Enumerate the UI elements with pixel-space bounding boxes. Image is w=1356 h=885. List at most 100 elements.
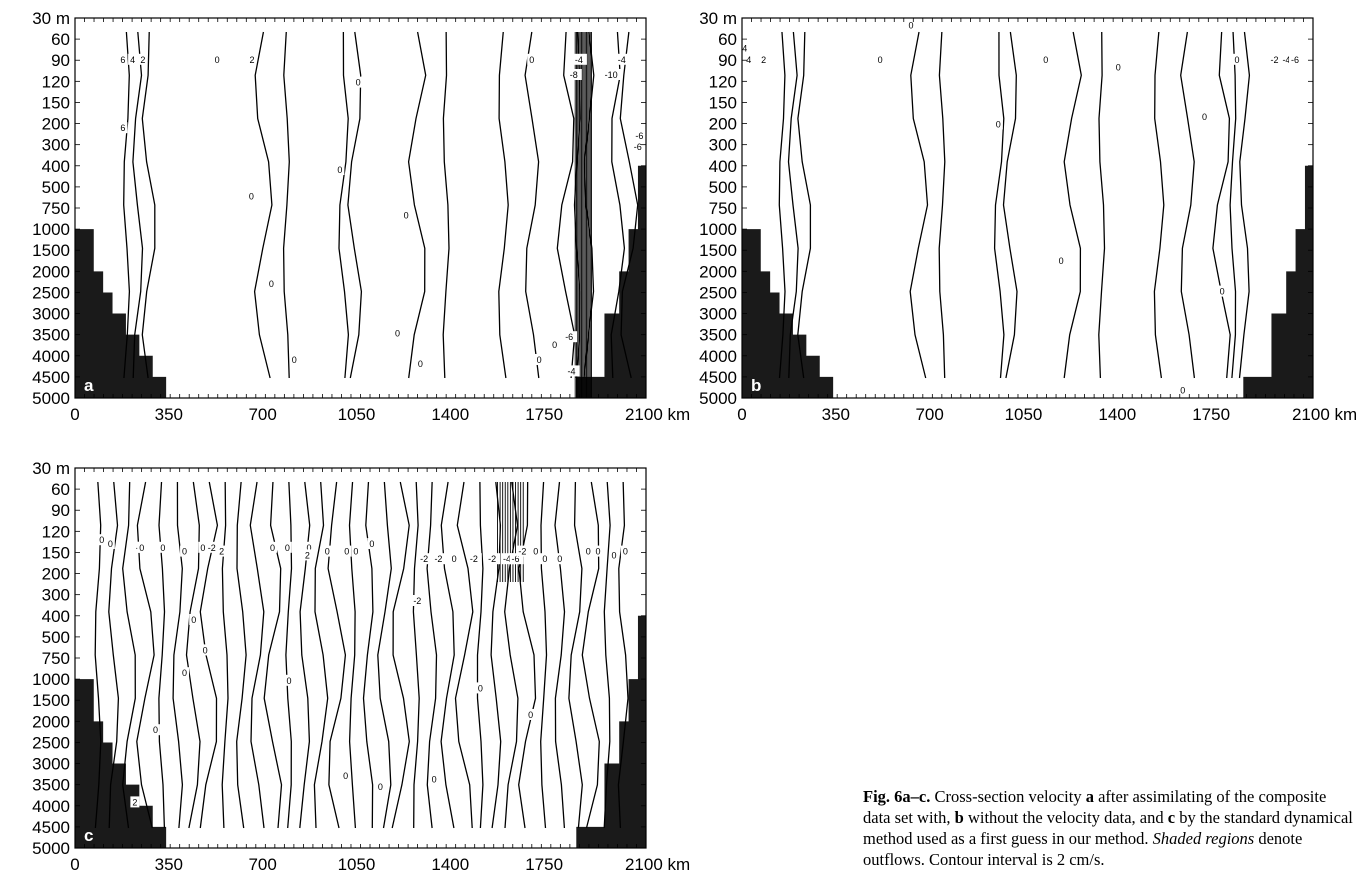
contour-label-bg (486, 553, 501, 565)
x-tick-label: 2100 km (625, 855, 690, 874)
x-tick-label: 0 (737, 405, 746, 424)
caption-text-4: by the standard dynamical method used as… (863, 808, 1353, 848)
contour-line (1153, 31, 1165, 379)
contour-label-bg (302, 549, 312, 561)
contour-label-bg (118, 122, 128, 134)
y-tick-label: 400 (42, 607, 70, 626)
contour-label: 0 (160, 543, 165, 553)
contour-label: -2 (413, 596, 421, 606)
contour-label: 0 (1202, 112, 1207, 122)
contour-label-bg (631, 141, 646, 153)
contour-label: 2 (132, 797, 137, 807)
contour-label: 0 (552, 340, 557, 350)
contour-label: 0 (307, 543, 312, 553)
contour-label-bg (289, 354, 299, 365)
x-tick-label: 350 (822, 405, 850, 424)
contour-label-bg (212, 53, 222, 65)
x-tick-label: 700 (248, 855, 276, 874)
contour-label-bg (432, 553, 447, 565)
contour-label: 0 (369, 539, 374, 549)
y-tick-label: 3500 (32, 776, 70, 795)
contour-label: 0 (537, 355, 542, 365)
contour-label: -2 (1270, 55, 1278, 65)
contour-label: -2 (434, 554, 442, 564)
y-tick-label: 1000 (32, 220, 70, 239)
contour-label-bg (128, 53, 138, 65)
contour-label: 6 (120, 55, 125, 65)
contour-label: 0 (287, 676, 292, 686)
contour-label-bg (620, 545, 630, 557)
contour-label: 0 (203, 645, 208, 655)
caption-bold-a: a (1085, 787, 1094, 806)
x-tick-label: 0 (70, 855, 79, 874)
contour-label-bg (563, 331, 578, 343)
caption-text-3: without the velocity data, and (963, 808, 1168, 827)
y-tick-label: 750 (42, 649, 70, 668)
contour-label: 0 (528, 710, 533, 720)
contour-line (1229, 31, 1237, 379)
contour-label-bg (565, 365, 580, 377)
contour-label-bg (304, 541, 314, 553)
contour-line (1063, 31, 1082, 379)
contour-label-bg (1056, 255, 1066, 267)
contour-line (1098, 31, 1106, 379)
contour-label-bg (740, 42, 750, 54)
contour-label: 0 (378, 782, 383, 792)
contour-line (377, 481, 392, 829)
y-tick-label: 500 (42, 178, 70, 197)
contour-label: 0 (996, 119, 1001, 129)
y-tick-label: 90 (51, 51, 70, 70)
contour-label: 0 (611, 550, 616, 560)
contour-label-bg (198, 541, 208, 553)
y-tick-label: 30 m (32, 9, 70, 28)
contour-label-bg (609, 549, 619, 561)
x-tick-label: 1050 (1005, 405, 1043, 424)
contour-label: 2 (140, 55, 145, 65)
contour-line (407, 31, 427, 379)
contour-line (797, 31, 812, 379)
caption-shaded-regions: Shaded regions (1152, 829, 1255, 848)
contour-label-bg (138, 53, 148, 65)
y-tick-label: 30 m (32, 459, 70, 478)
contour-line (442, 31, 450, 379)
contour-label-bg (284, 674, 294, 686)
plot-frame (741, 17, 1314, 399)
contour-label: 0 (1180, 385, 1185, 395)
contour-label: 0 (108, 539, 113, 549)
contour-line (603, 481, 611, 829)
contour-label-bg (1232, 53, 1242, 65)
y-tick-label: 2000 (699, 262, 737, 281)
caption-figure-number: Fig. 6a–c. (863, 787, 931, 806)
y-tick-label: 30 m (699, 9, 737, 28)
contour-label: 0 (200, 543, 205, 553)
y-tick-label: 2500 (699, 283, 737, 302)
y-tick-label: 150 (42, 93, 70, 112)
y-tick-label: 60 (51, 30, 70, 49)
contour-line (778, 31, 786, 379)
contour-label: 0 (269, 279, 274, 289)
contour-label-bg (1280, 53, 1295, 65)
x-tick-label: 1050 (338, 855, 376, 874)
contour-label: -2 (470, 554, 478, 564)
contour-label: 0 (337, 165, 342, 175)
contour-label-bg (467, 553, 482, 565)
contour-label: 0 (1220, 287, 1225, 297)
contour-label: 0 (623, 547, 628, 557)
contour-label-bg (411, 595, 426, 606)
y-tick-label: 4000 (32, 347, 70, 366)
contour-label: -6 (565, 332, 573, 342)
contour-label-bg (266, 278, 276, 289)
contour-line (132, 31, 144, 379)
contour-label: -4 (503, 554, 511, 564)
y-tick-label: 4000 (32, 797, 70, 816)
contour-line (504, 481, 519, 829)
contour-label-bg (572, 53, 587, 65)
contour-label-bg (150, 724, 160, 736)
contour-line (610, 31, 626, 379)
contour-label-bg (418, 553, 433, 565)
contour-label: 0 (191, 615, 196, 625)
contour-label: 0 (404, 211, 409, 221)
contour-label: 0 (533, 547, 538, 557)
contour-label-bg (516, 545, 531, 557)
